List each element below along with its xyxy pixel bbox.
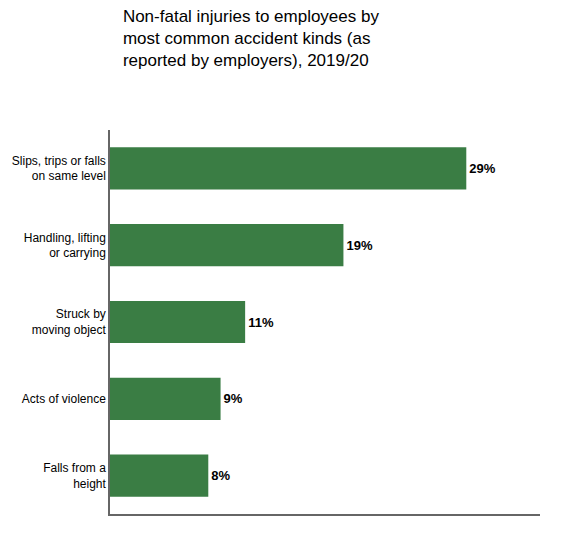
svg-text:Struck bymoving object: Struck bymoving object (32, 307, 107, 337)
svg-text:Slips, trips or fallson same l: Slips, trips or fallson same level (12, 154, 106, 184)
svg-text:8%: 8% (211, 468, 230, 483)
svg-text:29%: 29% (469, 161, 495, 176)
svg-text:Handling, liftingor carrying: Handling, liftingor carrying (24, 231, 106, 261)
svg-text:19%: 19% (346, 238, 372, 253)
svg-text:9%: 9% (224, 391, 243, 406)
svg-text:Acts of violence: Acts of violence (22, 392, 106, 406)
svg-text:Non-fatal injuries to employee: Non-fatal injuries to employees bymost c… (123, 7, 380, 70)
svg-text:11%: 11% (248, 315, 274, 330)
svg-text:Falls from aheight: Falls from aheight (43, 461, 106, 491)
